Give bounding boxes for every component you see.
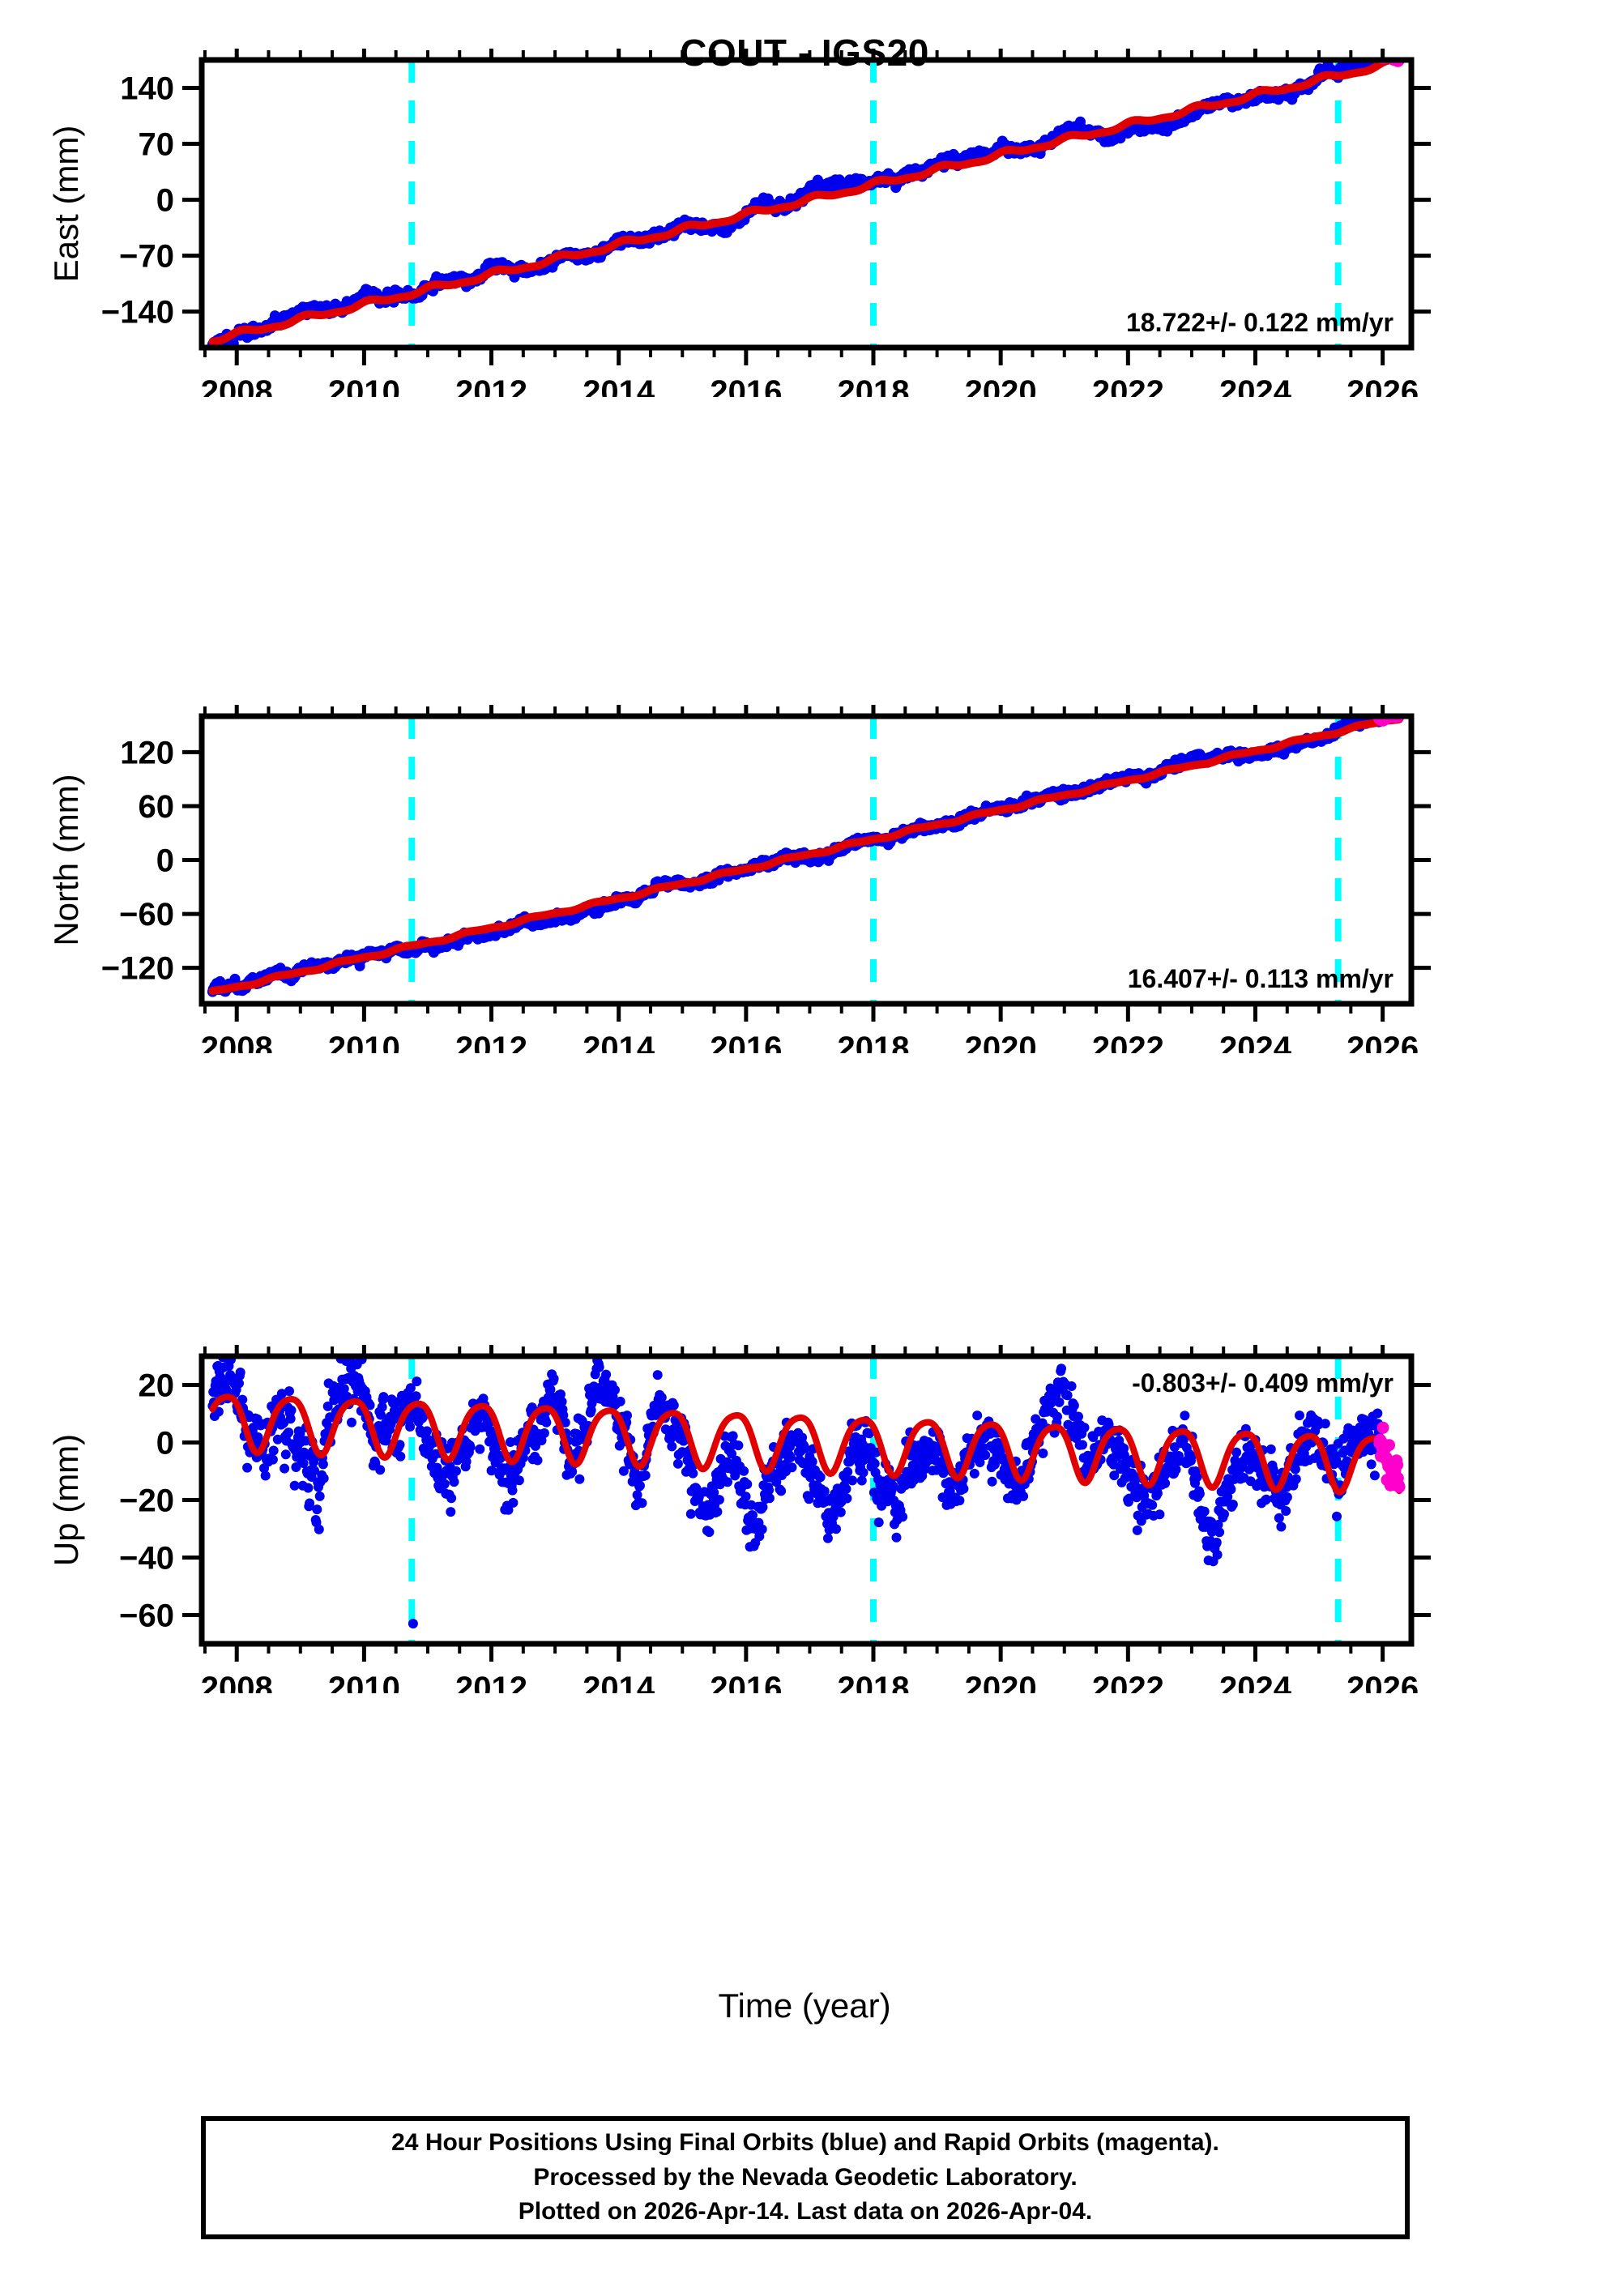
axis-ticks-north: 120 60 0 −60 −120 [101, 705, 1431, 1022]
x-tick-label: 2022 [1092, 1671, 1164, 1693]
y-tick-label: 0 [156, 1426, 174, 1462]
y-axis-title-east: East (mm) [47, 126, 85, 283]
x-tick-label: 2018 [838, 1671, 910, 1693]
plot-up: 20 0 −20 −40 −60 2008 2010 2012 2014 2016 2018 2020… [47, 1345, 1431, 1693]
y-tick-label: 140 [120, 71, 174, 107]
x-tick-label: 2022 [1092, 374, 1164, 397]
y-tick-label: −60 [119, 1598, 174, 1634]
x-tick-label: 2008 [201, 1671, 273, 1693]
y-axis-title-up: Up (mm) [47, 1434, 85, 1566]
y-tick-label: −140 [101, 295, 174, 331]
x-tick-label: 2024 [1219, 1031, 1292, 1053]
rate-annotation-up: -0.803+/- 0.409 mm/yr [1132, 1368, 1393, 1398]
plot-frame [198, 1353, 1415, 1647]
y-tick-label: 70 [139, 127, 175, 163]
x-tick-label: 2016 [710, 1031, 782, 1053]
x-tick-label: 2008 [201, 374, 273, 397]
y-tick-label: −60 [119, 897, 174, 932]
y-tick-label: −40 [119, 1541, 174, 1577]
model-fit-line [209, 1393, 1403, 1496]
x-tick-label: 2016 [710, 1671, 782, 1693]
page-title: COUT - IGS20 [680, 32, 929, 74]
caption-box: 24 Hour Positions Using Final Orbits (bl… [201, 2116, 1410, 2239]
x-tick-label: 2014 [583, 1671, 655, 1693]
x-tick-label: 2026 [1347, 1671, 1419, 1693]
caption-line-1: 24 Hour Positions Using Final Orbits (bl… [391, 2129, 1219, 2157]
model-fit-line [208, 60, 1404, 346]
y-tick-label: 120 [120, 735, 174, 770]
data-layer-up [207, 1356, 1406, 1644]
x-tick-label: 2024 [1219, 1671, 1292, 1693]
x-tick-label: 2020 [965, 1031, 1037, 1053]
y-tick-label: 0 [156, 843, 174, 879]
x-tick-label: 2020 [965, 1671, 1037, 1693]
panel-up: 20 0 −20 −40 −60 2008 2010 2012 2014 2016 2018 2020… [0, 1345, 1609, 1693]
axis-ticks-east: 140 70 0 −70 −140 [101, 49, 1431, 365]
x-tick-label: 2026 [1347, 374, 1419, 397]
axis-ticks-up: 20 0 −20 −40 −60 [119, 1345, 1431, 1662]
y-tick-label: 0 [156, 183, 174, 219]
rate-annotation-north: 16.407+/- 0.113 mm/yr [1128, 964, 1393, 993]
x-axis-title: Time (year) [718, 1987, 891, 2025]
caption-line-3: Plotted on 2026-Apr-14. Last data on 202… [518, 2198, 1093, 2226]
y-tick-label: 20 [139, 1368, 175, 1404]
x-tick-label: 2014 [583, 1031, 655, 1053]
x-tick-label: 2016 [710, 374, 782, 397]
plot-frame [198, 713, 1415, 1007]
x-tick-labels-up: 2008 2010 2012 2014 2016 2018 2020 2022 2024 2026 [201, 1671, 1419, 1693]
x-tick-label: 2020 [965, 374, 1037, 397]
x-tick-label: 2008 [201, 1031, 273, 1053]
data-layer-east [207, 60, 1406, 348]
x-tick-label: 2018 [838, 374, 910, 397]
x-tick-label: 2018 [838, 1031, 910, 1053]
x-tick-label: 2024 [1219, 374, 1292, 397]
caption-line-2: Processed by the Nevada Geodetic Laborat… [533, 2163, 1078, 2191]
x-tick-label: 2012 [455, 1671, 527, 1693]
x-tick-labels-east: 2008 2010 2012 2014 2016 2018 2020 2022 2024 2026 [201, 374, 1419, 397]
y-axis-title-north: North (mm) [47, 774, 85, 945]
data-points-rapid-orbits [1373, 1421, 1406, 1493]
x-tick-label: 2010 [328, 1031, 400, 1053]
rate-annotation-east: 18.722+/- 0.122 mm/yr [1126, 308, 1393, 337]
panel-east: 140 70 0 −70 −140 2008 2010 2012 2014 2016 2018 202… [0, 49, 1609, 397]
plot-frame [198, 57, 1415, 351]
x-tick-label: 2014 [583, 374, 655, 397]
x-tick-label: 2010 [328, 374, 400, 397]
y-tick-label: −70 [119, 239, 174, 275]
y-tick-label: −120 [101, 951, 174, 987]
plot-east: 140 70 0 −70 −140 2008 2010 2012 2014 2016 2018 202… [47, 49, 1431, 397]
model-fit-line [208, 716, 1404, 996]
x-tick-label: 2022 [1092, 1031, 1164, 1053]
x-tick-label: 2012 [455, 374, 527, 397]
x-tick-label: 2010 [328, 1671, 400, 1693]
y-tick-label: −20 [119, 1483, 174, 1519]
outlier-point [408, 1619, 418, 1629]
data-layer-north [207, 716, 1406, 1004]
x-tick-labels-north: 2008 2010 2012 2014 2016 2018 2020 2022 2024 2026 [201, 1031, 1419, 1053]
plot-north: 120 60 0 −60 −120 2008 2010 2012 2014 2016 2018 202… [47, 705, 1431, 1053]
x-tick-label: 2026 [1347, 1031, 1419, 1053]
panel-north: 120 60 0 −60 −120 2008 2010 2012 2014 2016 2018 202… [0, 705, 1609, 1053]
x-tick-label: 2012 [455, 1031, 527, 1053]
y-tick-label: 60 [139, 789, 175, 825]
